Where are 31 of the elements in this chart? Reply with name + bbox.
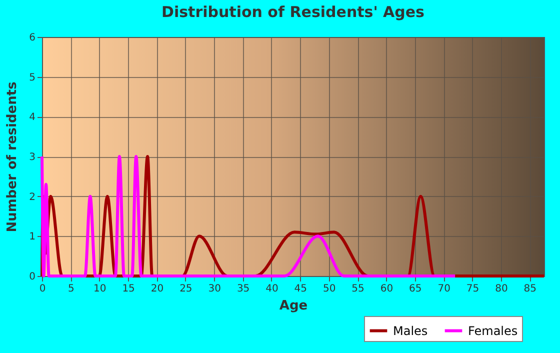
x-tick-label: 40 — [266, 284, 278, 294]
x-tick-label: 20 — [150, 284, 164, 294]
x-tick-label: 70 — [438, 284, 450, 294]
y-tick-label: 6 — [29, 32, 36, 44]
legend-label: Females — [468, 324, 518, 338]
x-tick-label: 45 — [294, 284, 308, 294]
x-tick-label: 10 — [94, 284, 106, 294]
x-tick-label: 55 — [352, 284, 364, 294]
x-tick-label: 65 — [409, 284, 422, 294]
x-tick-label: 0 — [39, 284, 46, 294]
x-tick-label: 25 — [180, 284, 192, 294]
chart-title: Distribution of Residents' Ages — [162, 3, 425, 21]
x-tick-label: 5 — [68, 284, 74, 294]
x-tick-label: 75 — [466, 284, 480, 294]
x-tick-label: 35 — [236, 284, 250, 294]
x-tick-label: 30 — [208, 284, 221, 294]
y-tick-label: 2 — [29, 192, 36, 203]
x-tick-label: 50 — [322, 284, 336, 294]
x-tick-label: 80 — [495, 284, 508, 294]
legend-label: Males — [393, 324, 428, 338]
y-tick-label: 4 — [29, 112, 36, 124]
y-tick-label: 1 — [29, 232, 36, 243]
x-tick-label: 85 — [524, 284, 537, 294]
y-tick-label: 0 — [29, 272, 36, 282]
y-tick-label: 3 — [29, 152, 36, 163]
x-tick-label: 60 — [380, 284, 394, 294]
line-series — [40, 155, 457, 278]
y-axis-title: Number of residents — [5, 81, 20, 232]
y-tick-label: 5 — [29, 72, 36, 84]
x-axis-title: Age — [279, 298, 308, 314]
x-tick-label: 15 — [122, 284, 135, 294]
